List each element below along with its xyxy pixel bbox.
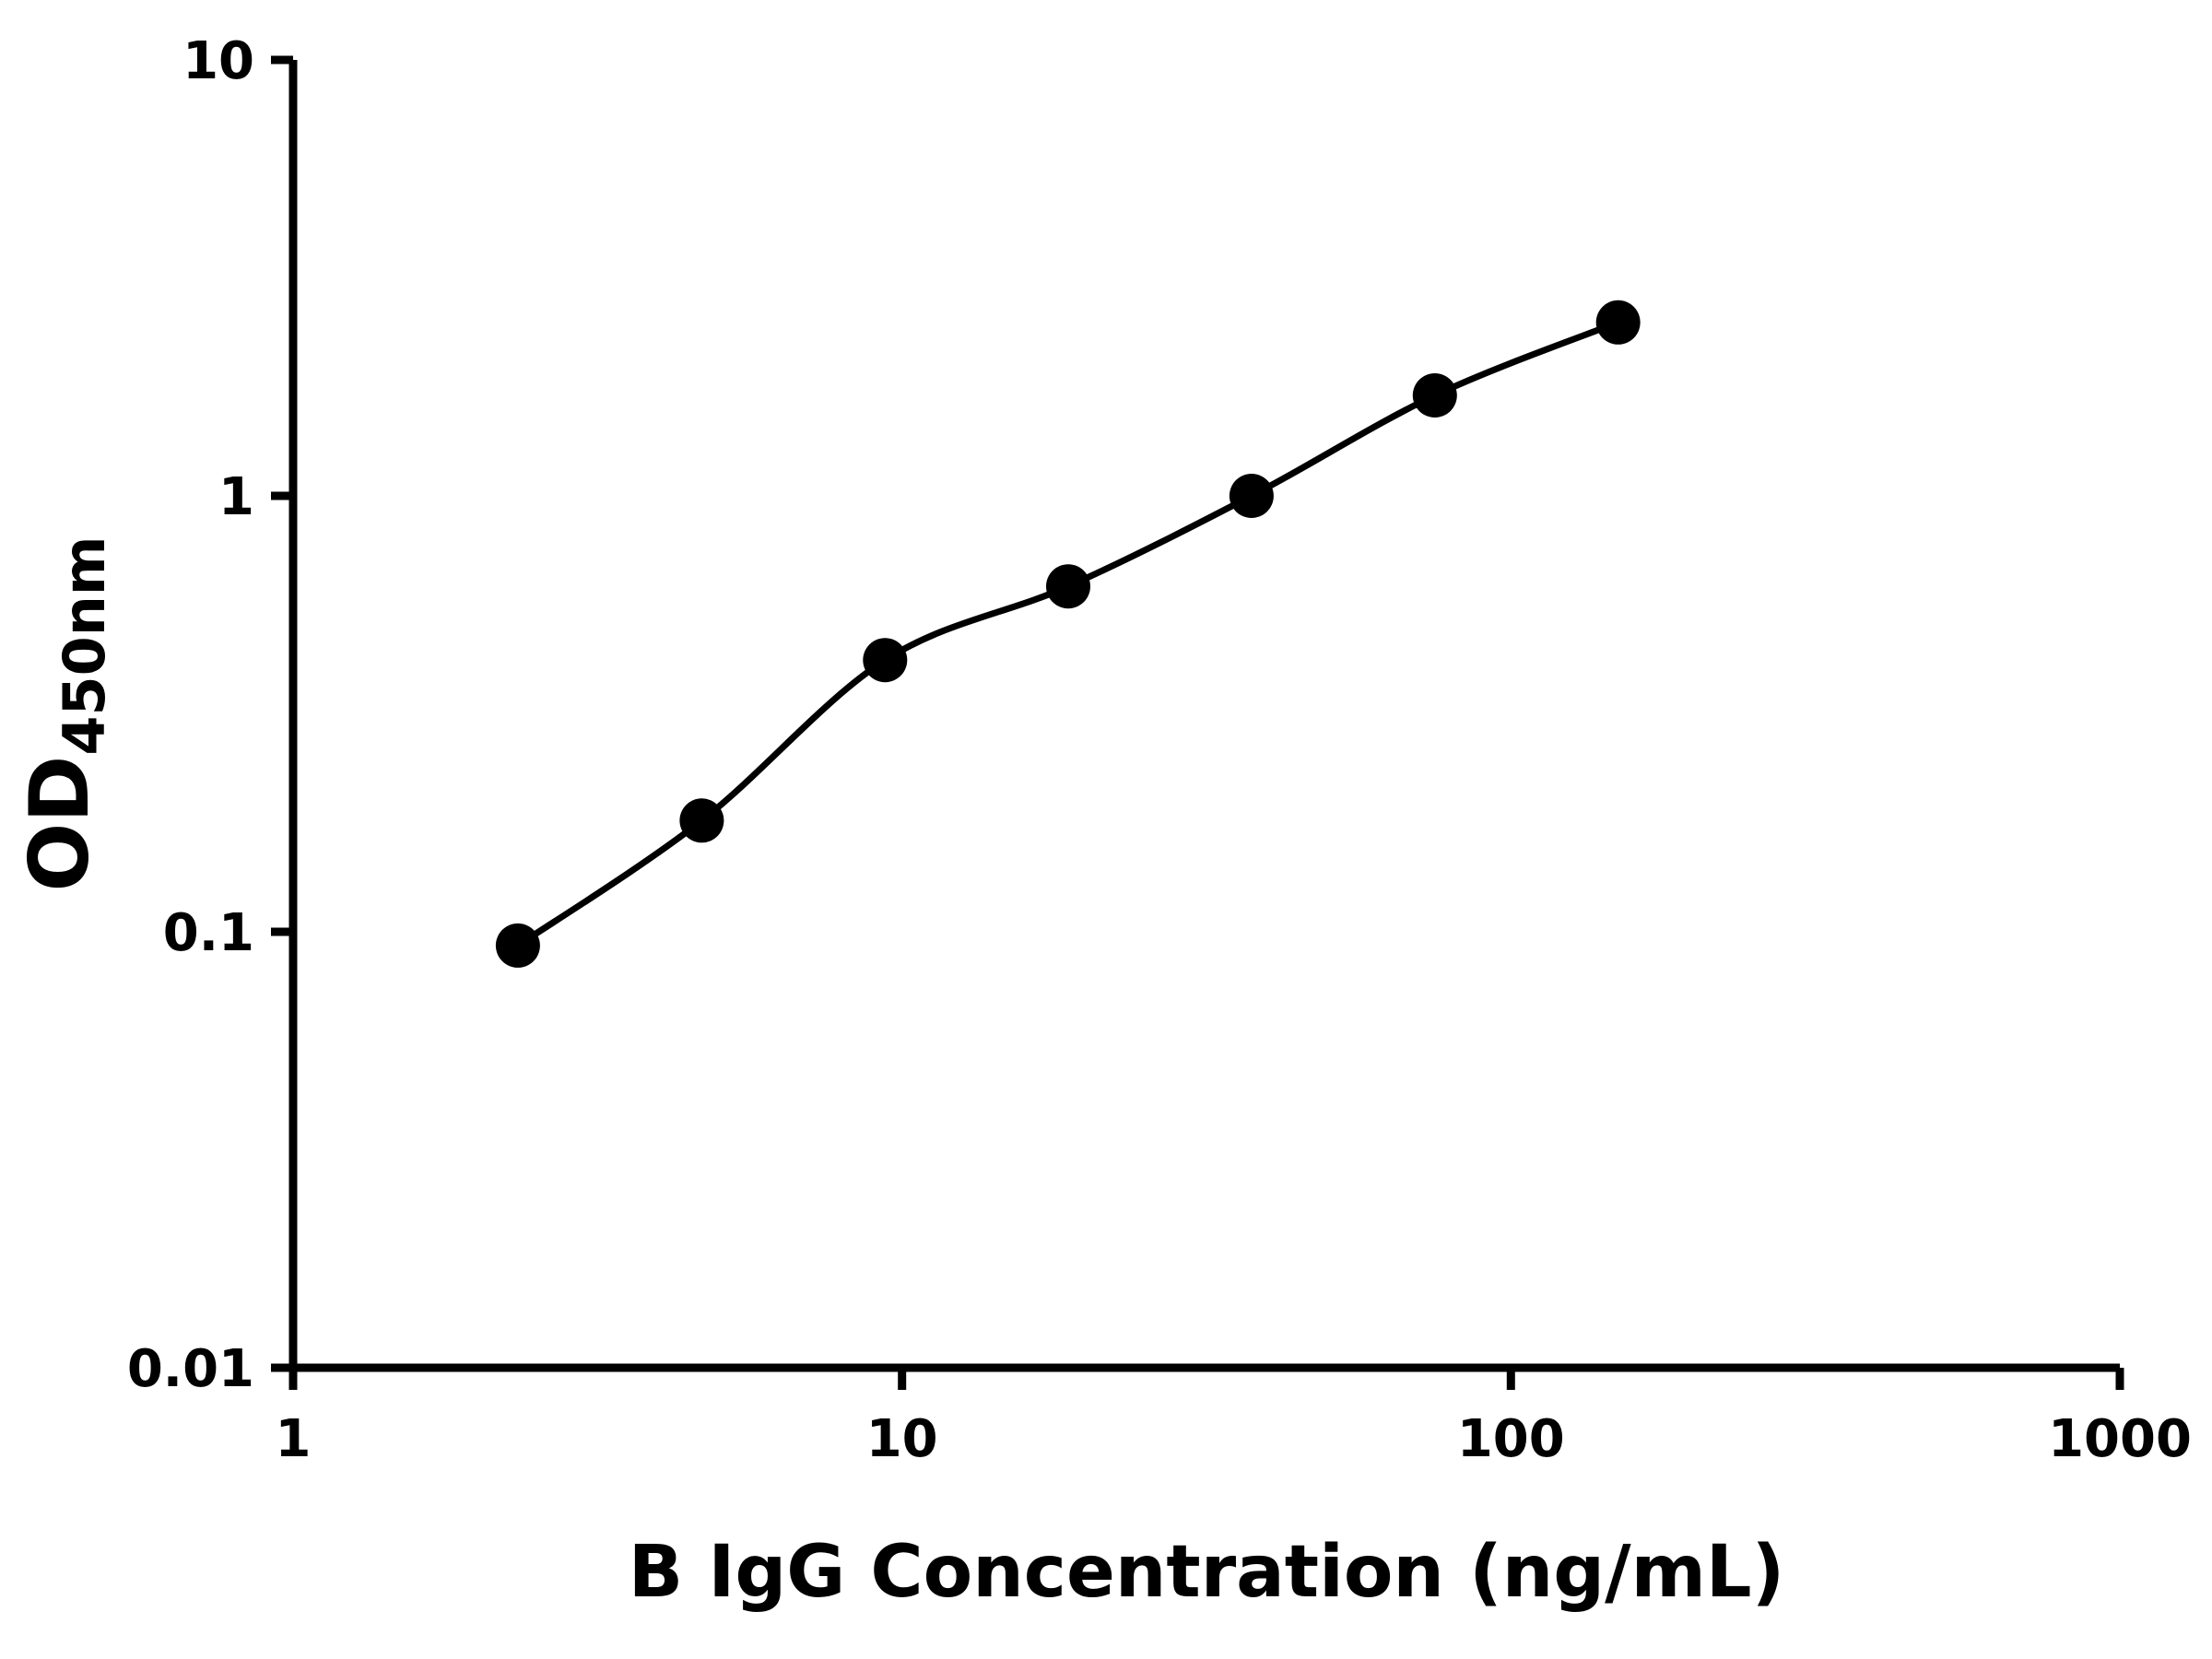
x-axis-tick-label: 10 [866, 1409, 938, 1469]
x-axis-title: B IgG Concentration (ng/mL) [629, 1531, 1784, 1614]
y-axis-tick-label: 0.01 [127, 1339, 254, 1399]
y-axis-title-subscript: 450nm [51, 535, 118, 755]
data-point [495, 923, 540, 968]
x-axis-tick-label: 100 [1457, 1409, 1565, 1469]
axis-spines [288, 60, 2120, 1372]
data-point [863, 638, 908, 683]
y-axis-tick-label: 10 [182, 31, 254, 91]
data-point [1595, 300, 1641, 345]
y-axis-title: OD450nm [12, 535, 118, 891]
y-axis-title-main: OD [12, 756, 107, 892]
data-point [1229, 474, 1274, 518]
fit-curve [514, 319, 1622, 949]
data-point [679, 798, 724, 843]
y-axis-tick-label: 1 [218, 467, 254, 527]
x-axis-tick-label: 1 [276, 1409, 312, 1469]
y-axis-tick-label: 0.1 [163, 903, 254, 963]
data-point [1412, 373, 1457, 418]
x-axis-tick-label: 1000 [2048, 1409, 2192, 1469]
data-point [1046, 564, 1090, 609]
